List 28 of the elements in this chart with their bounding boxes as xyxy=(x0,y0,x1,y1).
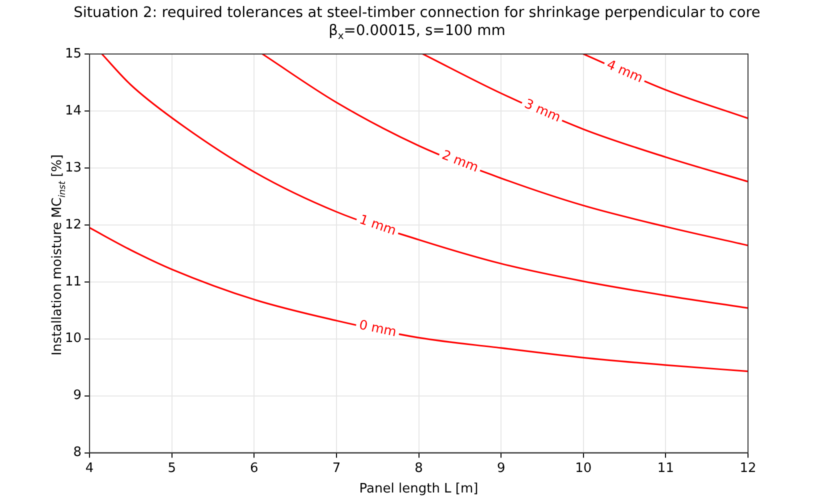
x-tick-label: 12 xyxy=(740,460,756,476)
x-tick-label: 7 xyxy=(332,460,341,476)
y-tick-label: 14 xyxy=(64,103,82,118)
line-series xyxy=(101,54,748,309)
text: 0 mm xyxy=(358,318,398,340)
x-tick-label: 5 xyxy=(168,460,176,476)
x-tick-label: 4 xyxy=(85,460,94,476)
y-tick-label: 11 xyxy=(64,274,82,290)
x-axis-title: Panel length L [m] xyxy=(359,482,478,497)
text: 4 mm xyxy=(604,57,645,86)
x-tick-label: 9 xyxy=(496,460,506,476)
chart-title: Situation 2: required tolerances at steel-timber connection for shrinkage perpendicular to core xyxy=(72,4,762,22)
text: 3 mm xyxy=(522,96,563,126)
text: 1 mm xyxy=(357,212,398,239)
y-tick-label: 10 xyxy=(64,331,82,346)
x-tick-label: 11 xyxy=(657,460,674,476)
line-series xyxy=(262,54,748,246)
y-tick-label: 9 xyxy=(73,388,82,404)
x-tick-label: 6 xyxy=(250,460,258,476)
text: 2 mm xyxy=(440,148,480,176)
y-tick-label: 8 xyxy=(73,445,82,460)
y-tick-label: 13 xyxy=(64,160,82,176)
y-tick-label: 15 xyxy=(64,46,82,62)
y-tick-label: 12 xyxy=(64,217,82,232)
line-series xyxy=(422,54,748,182)
chart-subtitle: β$_{x}$=0.00015, s=100 mm xyxy=(328,22,506,44)
x-tick-label: 10 xyxy=(575,460,592,476)
x-tick-label: 8 xyxy=(414,460,423,476)
